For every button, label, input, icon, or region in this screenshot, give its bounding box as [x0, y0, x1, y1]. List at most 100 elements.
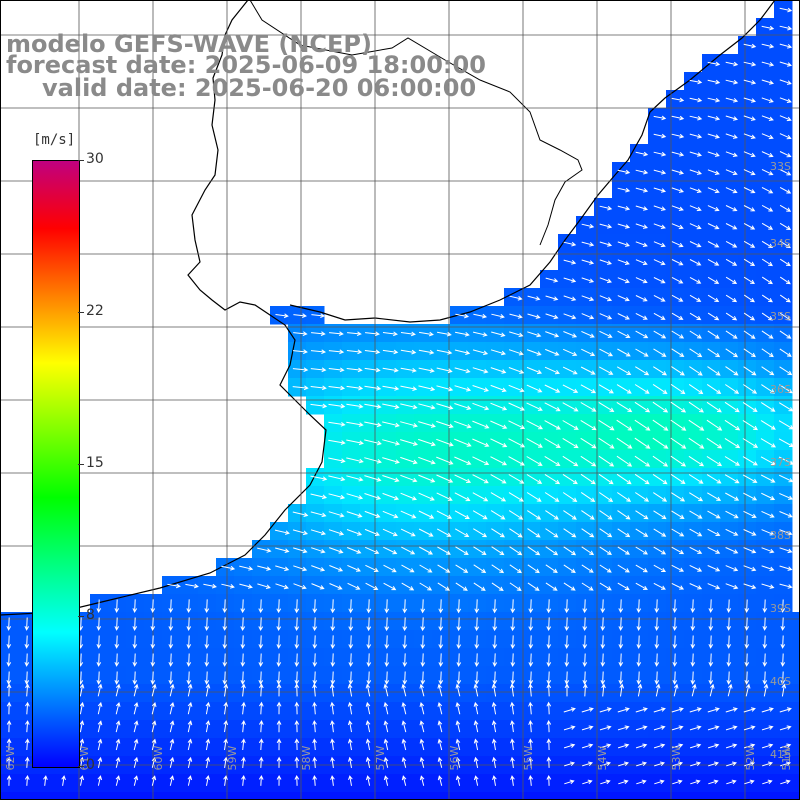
wind-arrow: [329, 547, 344, 554]
wind-arrow: [599, 492, 614, 502]
wind-arrow: [725, 61, 739, 67]
wind-arrow: [364, 475, 382, 482]
wind-arrow: [526, 456, 543, 466]
wind-arrow: [743, 492, 758, 501]
wind-speed-cell: [720, 792, 739, 800]
wind-arrow: [310, 511, 327, 518]
wind-arrow: [472, 438, 490, 447]
wind-arrow: [599, 528, 613, 538]
wind-arrow: [419, 331, 434, 337]
wind-arrow: [707, 743, 720, 749]
wind-arrow: [545, 582, 558, 591]
wind-arrow: [706, 455, 723, 467]
wind-arrow: [526, 438, 543, 448]
wind-arrow: [508, 474, 525, 484]
wind-arrow: [491, 546, 505, 556]
wind-arrow: [328, 403, 346, 409]
wind-arrow: [151, 720, 157, 733]
wind-arrow: [779, 330, 792, 339]
wind-arrow: [779, 204, 792, 212]
wind-arrow: [780, 653, 786, 667]
wind-arrow: [726, 761, 737, 767]
wind-speed-cell: [162, 792, 181, 800]
wind-arrow: [582, 635, 588, 649]
wind-arrow: [671, 707, 684, 713]
title-model: modelo GEFS-WAVE (NCEP): [6, 30, 372, 58]
wind-arrow: [97, 738, 103, 751]
wind-arrow: [257, 583, 271, 589]
wind-arrow: [436, 510, 453, 519]
wind-arrow: [688, 401, 704, 413]
wind-arrow: [653, 366, 667, 376]
wind-arrow: [508, 438, 526, 448]
wind-arrow: [239, 583, 253, 589]
wind-arrow: [472, 456, 490, 466]
wind-arrow: [743, 97, 757, 103]
wind-arrow: [240, 635, 246, 649]
wind-arrow: [745, 683, 751, 697]
wind-arrow: [635, 241, 648, 247]
wind-arrow: [310, 349, 327, 355]
wind-arrow: [655, 683, 661, 697]
wind-arrow: [310, 475, 328, 481]
wind-arrow: [508, 349, 524, 356]
wind-arrow: [510, 599, 516, 614]
wind-arrow: [616, 473, 632, 485]
wind-arrow: [617, 348, 631, 357]
wind-arrow: [437, 564, 451, 573]
wind-arrow: [707, 276, 720, 284]
wind-arrow: [509, 683, 515, 697]
colorbar: [32, 160, 80, 768]
wind-arrow: [726, 617, 732, 631]
wind-arrow: [346, 529, 363, 536]
wind-arrow: [742, 401, 758, 412]
wind-arrow: [580, 366, 596, 375]
wind-arrow: [760, 402, 776, 412]
wind-arrow: [761, 330, 774, 339]
wind-speed-cell: [90, 792, 109, 800]
wind-arrow: [780, 617, 786, 631]
wind-arrow: [312, 617, 318, 632]
lat-label: 37S: [770, 456, 791, 469]
wind-arrow: [617, 564, 630, 573]
wind-speed-cell: [702, 792, 721, 800]
wind-arrow: [382, 510, 399, 519]
wind-speed-cell: [792, 648, 800, 667]
wind-arrow: [133, 701, 139, 715]
wind-arrow: [600, 617, 606, 632]
wind-arrow: [689, 583, 703, 590]
wind-arrow: [311, 313, 326, 318]
wind-speed-cell: [738, 792, 757, 800]
wind-arrow: [671, 294, 684, 302]
wind-arrow: [205, 756, 211, 768]
wind-arrow: [653, 294, 666, 302]
wind-arrow: [510, 635, 516, 650]
wind-arrow: [527, 528, 541, 538]
wind-arrow: [671, 276, 684, 284]
wind-arrow: [186, 671, 192, 685]
wind-arrow: [761, 725, 774, 731]
wind-arrow: [725, 547, 739, 554]
wind-arrow: [562, 384, 579, 393]
wind-arrow: [508, 420, 526, 430]
wind-speed-cell: [792, 792, 800, 800]
wind-arrow: [725, 384, 740, 394]
wind-arrow: [779, 151, 792, 158]
wind-arrow: [689, 187, 702, 193]
wind-arrow: [169, 720, 175, 733]
wind-arrow: [600, 671, 606, 685]
wind-arrow: [779, 348, 792, 357]
colorbar-tick-label: 0: [86, 757, 95, 773]
wind-arrow: [706, 474, 722, 484]
wind-arrow: [581, 259, 595, 265]
wind-arrow: [258, 701, 264, 715]
wind-arrow: [726, 671, 732, 685]
wind-arrow: [364, 367, 381, 373]
wind-arrow: [761, 565, 775, 572]
wind-arrow: [205, 683, 211, 697]
wind-arrow: [205, 738, 211, 751]
wind-arrow: [402, 617, 408, 632]
wind-arrow: [205, 775, 210, 786]
wind-arrow: [761, 348, 774, 358]
wind-arrow: [600, 761, 611, 767]
